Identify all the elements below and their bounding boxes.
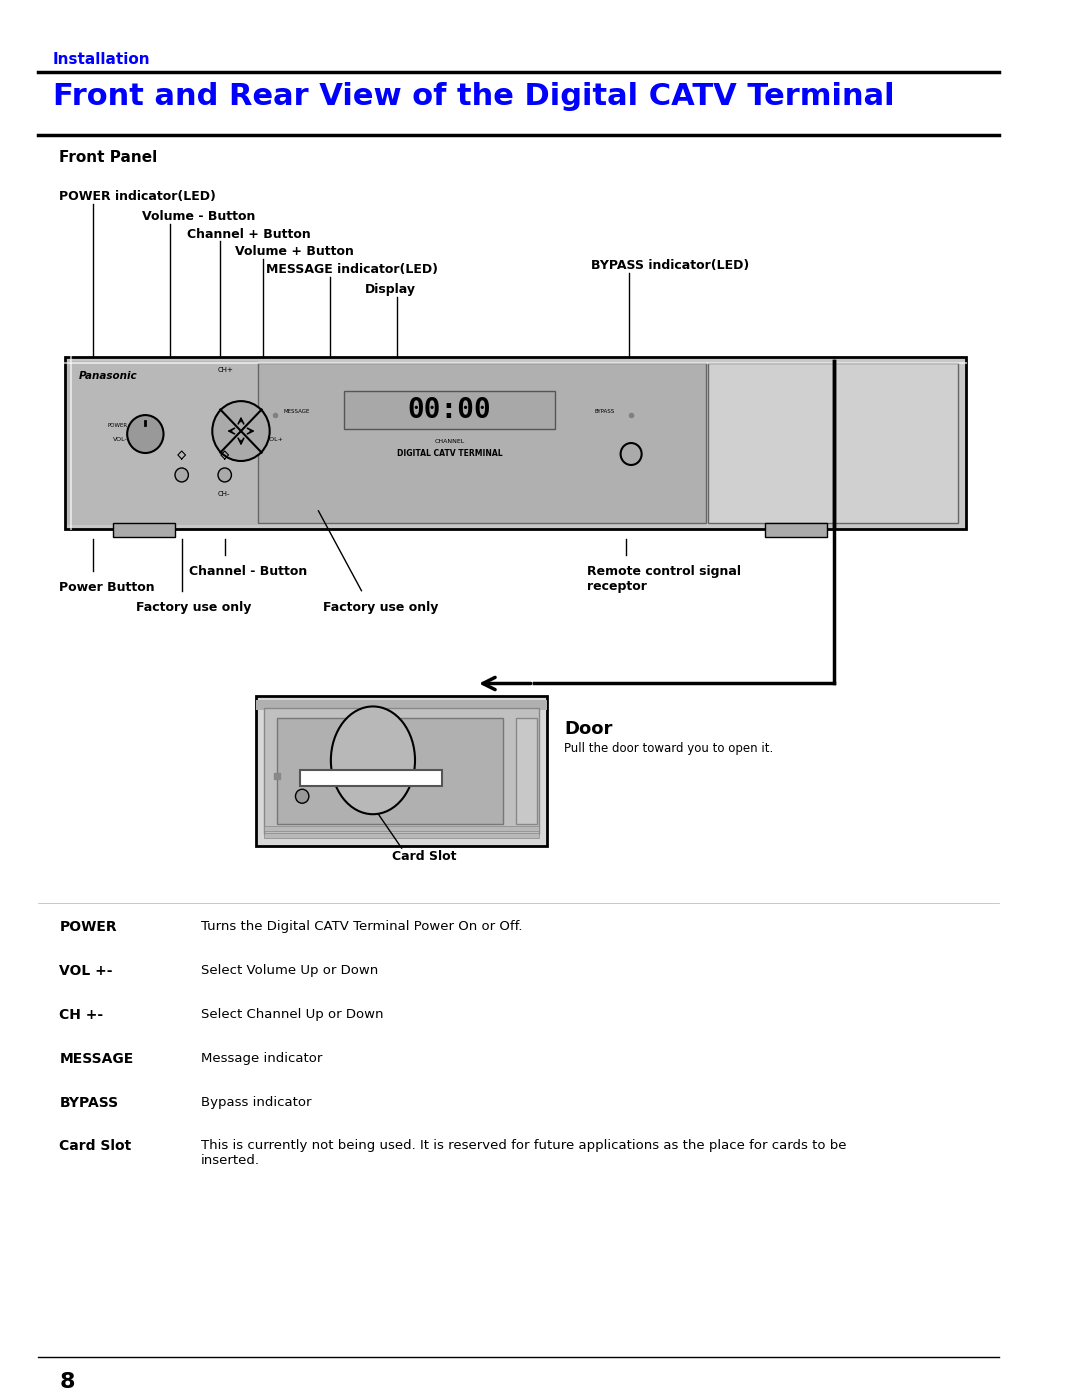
Text: 00:00: 00:00 — [407, 397, 491, 425]
Text: This is currently not being used. It is reserved for future applications as the : This is currently not being used. It is … — [201, 1140, 847, 1168]
Bar — [707, 363, 958, 522]
Text: 8: 8 — [59, 1372, 75, 1391]
Bar — [256, 700, 546, 711]
Text: Channel - Button: Channel - Button — [189, 564, 308, 578]
Bar — [300, 770, 442, 787]
Text: CH +-: CH +- — [59, 1007, 104, 1021]
Bar — [258, 363, 705, 522]
Text: VOL+: VOL+ — [266, 437, 284, 441]
Text: Door: Door — [564, 721, 612, 739]
Text: VOL-: VOL- — [112, 437, 127, 441]
Text: MESSAGE: MESSAGE — [59, 1052, 134, 1066]
Text: Card Slot: Card Slot — [392, 851, 457, 863]
Bar — [65, 358, 966, 529]
Bar — [521, 732, 538, 736]
Text: Pull the door toward you to open it.: Pull the door toward you to open it. — [564, 742, 773, 756]
Text: BYPASS: BYPASS — [595, 408, 615, 414]
Text: POWER: POWER — [107, 423, 127, 427]
Text: Front and Rear View of the Digital CATV Terminal: Front and Rear View of the Digital CATV … — [53, 82, 894, 110]
Text: Select Channel Up or Down: Select Channel Up or Down — [201, 1007, 383, 1021]
Text: Turns the Digital CATV Terminal Power On or Off.: Turns the Digital CATV Terminal Power On… — [201, 921, 523, 933]
Circle shape — [218, 468, 231, 482]
Text: MESSAGE: MESSAGE — [283, 408, 310, 414]
Text: Display: Display — [365, 284, 416, 296]
Text: DIGITAL CATV TERMINAL: DIGITAL CATV TERMINAL — [396, 448, 502, 458]
Text: MESSAGE indicator(LED): MESSAGE indicator(LED) — [266, 264, 437, 277]
Bar — [112, 522, 175, 536]
Bar — [521, 740, 538, 746]
Bar — [278, 718, 503, 824]
Text: VOL +-: VOL +- — [59, 964, 112, 978]
Ellipse shape — [330, 707, 415, 814]
Circle shape — [621, 443, 642, 465]
Text: Bypass indicator: Bypass indicator — [201, 1095, 311, 1109]
Text: CH-: CH- — [218, 490, 230, 497]
Text: Message indicator: Message indicator — [201, 1052, 322, 1065]
Bar — [264, 708, 539, 834]
Bar — [345, 391, 555, 429]
Text: BYPASS indicator(LED): BYPASS indicator(LED) — [591, 260, 750, 272]
Text: Card Slot: Card Slot — [59, 1140, 132, 1154]
Text: Power Button: Power Button — [59, 581, 154, 594]
Bar — [264, 833, 539, 838]
Bar — [765, 522, 827, 536]
Bar — [521, 749, 538, 754]
Bar — [516, 718, 538, 824]
Text: Factory use only: Factory use only — [136, 601, 252, 613]
Text: Volume + Button: Volume + Button — [235, 246, 354, 258]
Text: Front Panel: Front Panel — [59, 149, 158, 165]
Circle shape — [213, 401, 270, 461]
Text: Installation: Installation — [53, 52, 150, 67]
Circle shape — [127, 415, 163, 453]
Text: CHANNEL: CHANNEL — [434, 439, 464, 444]
Text: Channel + Button: Channel + Button — [188, 228, 311, 240]
Text: POWER indicator(LED): POWER indicator(LED) — [59, 190, 216, 203]
Text: BYPASS: BYPASS — [59, 1095, 119, 1109]
Bar — [256, 697, 546, 847]
Text: Select Volume Up or Down: Select Volume Up or Down — [201, 964, 378, 977]
Bar — [67, 362, 258, 525]
Circle shape — [175, 468, 188, 482]
Bar — [264, 826, 539, 831]
Text: Panasonic: Panasonic — [79, 372, 137, 381]
Text: Volume - Button: Volume - Button — [141, 210, 255, 222]
Circle shape — [296, 789, 309, 803]
Text: Factory use only: Factory use only — [323, 601, 438, 613]
Text: POWER: POWER — [59, 921, 117, 935]
Text: CH+: CH+ — [218, 367, 234, 373]
Text: Remote control signal
receptor: Remote control signal receptor — [588, 564, 741, 592]
